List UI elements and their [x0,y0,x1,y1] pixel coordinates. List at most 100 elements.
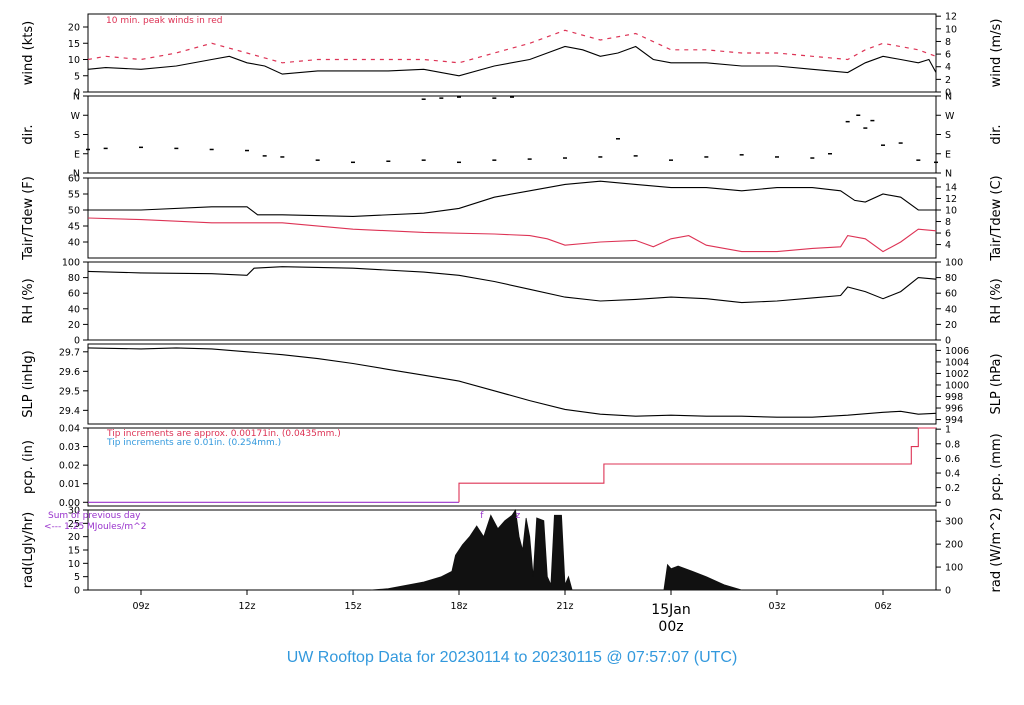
y2-tick-label: 0.6 [945,454,960,465]
y2-tick-label: 100 [945,563,963,574]
y-tick-label: 80 [68,273,80,284]
y2-tick-label: 0 [945,88,951,99]
y-tick-label: 0 [74,336,80,347]
y-tick-label: 29.7 [59,347,80,358]
y2-tick-label: 80 [945,273,957,284]
y2-tick-label: 60 [945,289,957,300]
y-tick-label: 30 [68,506,80,517]
rad-marker-z: z [516,511,521,521]
y2-axis-label: RH (%) [989,278,1004,323]
y-tick-label: 10 [68,55,80,66]
y2-axis-label: dir. [989,124,1004,144]
y-tick-label: 0.02 [59,461,80,472]
y2-axis-label: rad (W/m^2) [989,508,1004,593]
y-axis-label: RH (%) [21,278,36,323]
y-tick-label: 40 [68,304,80,315]
y2-tick-label: 300 [945,517,963,528]
y-axis-label: rad(Lgly/hr) [21,512,36,588]
x-tick-label: 21z [556,601,573,612]
y2-tick-label: 2 [945,75,951,86]
y-tick-label: 20 [68,320,80,331]
y-tick-label: 29.6 [59,367,80,378]
y2-tick-label: 8 [945,217,951,228]
y2-tick-label: 0 [945,586,951,597]
y2-tick-label: N [945,169,952,180]
radiation-area [370,508,573,591]
panel-frame [87,427,937,507]
y2-tick-label: 14 [945,182,957,193]
y2-tick-label: E [945,149,951,160]
y-tick-label: 25 [68,519,80,530]
y-tick-label: 50 [68,206,80,217]
y-tick-label: 40 [68,238,80,249]
day-marker-hour: 00z [658,619,683,635]
panel-frame [87,343,937,425]
y2-axis-label: pcp. (mm) [989,433,1004,500]
x-tick-label: 12z [238,601,255,612]
y2-tick-label: 0 [945,336,951,347]
panel-3 [83,261,941,341]
panel-5 [83,427,941,507]
y2-tick-label: 10 [945,24,957,35]
panel-frame [87,95,937,174]
y2-tick-label: 4 [945,62,951,73]
y2-tick-label: 6 [945,229,951,240]
y-axis-label: Tair/Tdew (F) [21,176,36,261]
y-tick-label: 0.04 [59,424,80,435]
radiation-area [663,563,742,591]
y2-tick-label: 0.2 [945,483,960,494]
y2-tick-label: S [945,130,951,141]
y2-tick-label: 12 [945,12,957,23]
y-tick-label: E [74,149,80,160]
y2-tick-label: 1002 [945,369,969,380]
panel-4 [83,343,941,425]
series-line [87,266,937,304]
y2-tick-label: 0.8 [945,439,960,450]
y2-tick-label: 4 [945,240,951,251]
y2-tick-label: 0 [945,498,951,509]
series-line [88,180,936,217]
y-tick-label: 5 [74,572,80,583]
y2-tick-label: 8 [945,37,951,48]
panel-6 [83,508,941,591]
panel-0 [83,13,941,93]
y-tick-label: 0.03 [59,442,80,453]
x-tick-label: 09z [132,601,149,612]
y2-tick-label: 998 [945,392,963,403]
y2-tick-label: 1004 [945,357,969,368]
y-axis-label: SLP (inHg) [21,350,36,418]
y2-tick-label: 1006 [945,346,969,357]
x-tick-label: 18z [450,601,467,612]
y2-tick-label: 10 [945,206,957,217]
series-line [87,29,937,64]
wind-annotation: 10 min. peak winds in red [106,16,223,26]
page-title: UW Rooftop Data for 20230114 to 20230115… [286,649,738,666]
y-axis-label: dir. [21,124,36,144]
series-line [458,427,936,503]
y-axis-label: wind (kts) [21,21,36,85]
y-tick-label: 60 [68,174,80,185]
y-tick-label: 55 [68,190,80,201]
y2-tick-label: 6 [945,50,951,61]
y2-tick-label: W [945,111,955,122]
y-tick-label: 60 [68,289,80,300]
y2-tick-label: 100 [945,258,963,269]
y-tick-label: 20 [68,532,80,543]
tip-annotation-red: Tip increments are approx. 0.00171in. (0… [106,429,341,439]
y-tick-label: 100 [62,258,80,269]
y2-tick-label: 12 [945,194,957,205]
panel-frame [87,177,937,259]
y2-tick-label: 1000 [945,380,969,391]
y-axis-label: pcp. (in) [21,440,36,494]
y2-axis-label: wind (m/s) [989,19,1004,88]
y2-tick-label: 200 [945,540,963,551]
y-tick-label: N [73,92,80,103]
y2-tick-label: 996 [945,404,963,415]
x-tick-label: 15z [344,601,361,612]
y2-tick-label: N [945,92,952,103]
series-line [87,347,937,418]
day-marker-date: 15Jan [651,602,690,618]
x-tick-label: 03z [768,601,785,612]
y2-axis-label: Tair/Tdew (C) [989,175,1004,261]
